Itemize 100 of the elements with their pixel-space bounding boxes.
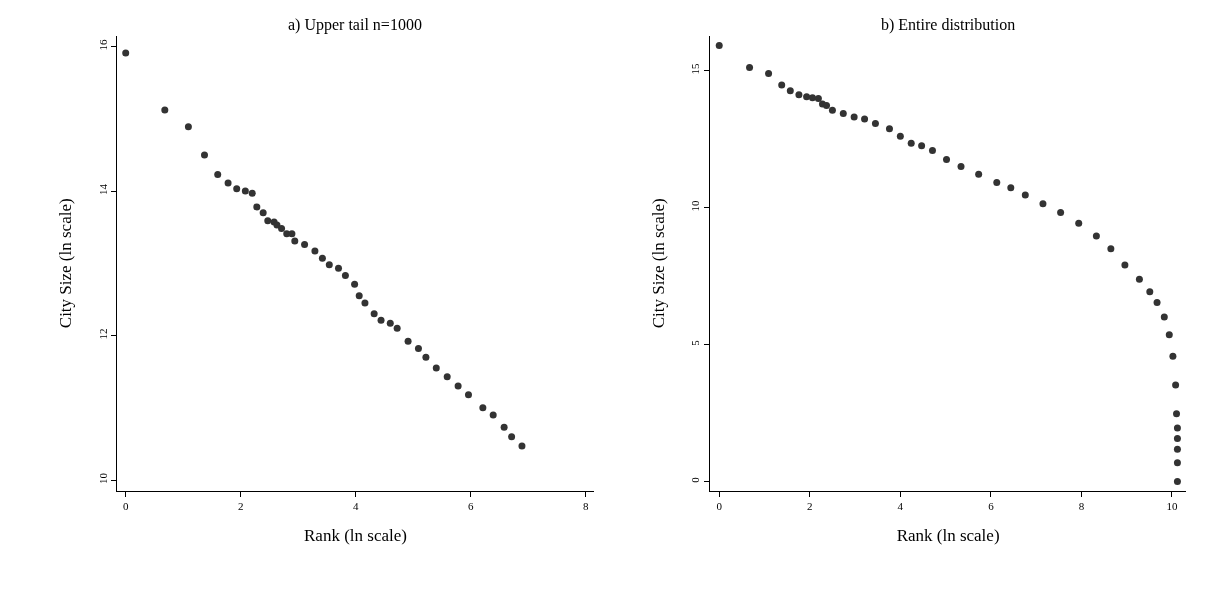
point xyxy=(1173,445,1181,453)
y-tick-label: 15 xyxy=(689,63,702,75)
point xyxy=(928,146,936,154)
point xyxy=(414,345,422,353)
point xyxy=(1075,219,1083,227)
point xyxy=(1057,209,1065,217)
point xyxy=(803,93,811,101)
point xyxy=(786,87,794,95)
y-axis-title: City Size (ln scale) xyxy=(648,198,668,329)
point xyxy=(1007,184,1015,192)
x-tick-label: 8 xyxy=(583,500,590,513)
point xyxy=(1107,245,1115,253)
point xyxy=(809,94,816,102)
point xyxy=(885,125,893,133)
point xyxy=(1173,435,1181,443)
point xyxy=(778,81,786,89)
point xyxy=(765,69,773,77)
x-tick-label: 6 xyxy=(468,500,475,513)
point xyxy=(301,241,309,248)
y-tick-label: 5 xyxy=(689,339,702,346)
point xyxy=(1173,478,1181,486)
point xyxy=(224,179,232,187)
point xyxy=(278,225,286,233)
point xyxy=(500,423,508,431)
x-tick-label: 8 xyxy=(1078,500,1085,513)
point xyxy=(823,102,831,110)
x-tick-label: 2 xyxy=(237,500,244,513)
x-tick-label: 4 xyxy=(353,500,359,513)
point xyxy=(479,404,487,412)
point xyxy=(1135,275,1143,283)
point xyxy=(201,151,208,159)
point xyxy=(861,115,869,123)
point xyxy=(828,106,836,114)
point xyxy=(432,364,440,372)
point xyxy=(1039,200,1047,208)
x-tick-label: 0 xyxy=(122,500,129,513)
point xyxy=(1153,298,1161,306)
point xyxy=(896,132,904,140)
point xyxy=(1021,191,1029,199)
point xyxy=(377,316,385,324)
point xyxy=(393,324,401,332)
y-tick-label: 10 xyxy=(96,472,109,484)
y-tick-label: 0 xyxy=(689,476,702,483)
x-tick-label: 4 xyxy=(897,500,904,513)
point xyxy=(214,170,222,178)
point xyxy=(1173,410,1181,418)
point xyxy=(1121,261,1129,269)
point xyxy=(253,203,261,211)
x-axis-title: Rank (ln scale) xyxy=(896,526,1000,546)
x-tick-label: 10 xyxy=(1166,500,1178,513)
y-tick-label: 10 xyxy=(689,200,702,212)
point xyxy=(443,373,451,381)
point xyxy=(1146,288,1154,296)
point xyxy=(184,123,192,131)
point xyxy=(814,94,822,102)
y-tick-label: 12 xyxy=(96,328,109,340)
point xyxy=(1172,381,1180,389)
point xyxy=(248,189,256,197)
point xyxy=(233,185,241,193)
x-tick-label: 0 xyxy=(716,500,723,513)
point xyxy=(975,170,983,178)
point xyxy=(341,272,349,280)
point xyxy=(1173,424,1181,432)
point xyxy=(795,91,803,99)
point xyxy=(351,280,359,288)
y-tick-label: 14 xyxy=(96,183,109,195)
point xyxy=(508,433,516,441)
point xyxy=(518,442,526,450)
point xyxy=(907,139,915,147)
point xyxy=(464,391,472,399)
point xyxy=(839,109,847,117)
point xyxy=(361,299,369,307)
point xyxy=(746,63,754,71)
point xyxy=(1173,459,1181,467)
point xyxy=(422,353,430,361)
point xyxy=(957,163,965,171)
point xyxy=(1092,232,1100,240)
point xyxy=(335,264,342,272)
point xyxy=(943,155,951,163)
point xyxy=(370,310,378,318)
point xyxy=(355,292,363,300)
point xyxy=(318,254,326,262)
point xyxy=(1169,352,1177,360)
point xyxy=(918,142,926,150)
point xyxy=(404,337,412,345)
point xyxy=(454,382,462,390)
chart-title: a) Upper tail n=1000 xyxy=(288,16,422,34)
point xyxy=(871,120,879,128)
x-tick-label: 2 xyxy=(807,500,813,513)
chart-title: b) Entire distribution xyxy=(881,16,1016,34)
point xyxy=(291,237,299,245)
point xyxy=(489,411,497,419)
y-tick-label: 16 xyxy=(96,38,109,51)
x-tick-label: 6 xyxy=(988,500,995,513)
point xyxy=(161,106,169,114)
point xyxy=(325,261,333,269)
point xyxy=(311,247,319,255)
point xyxy=(715,42,723,50)
point xyxy=(1165,331,1173,339)
point xyxy=(850,113,858,121)
